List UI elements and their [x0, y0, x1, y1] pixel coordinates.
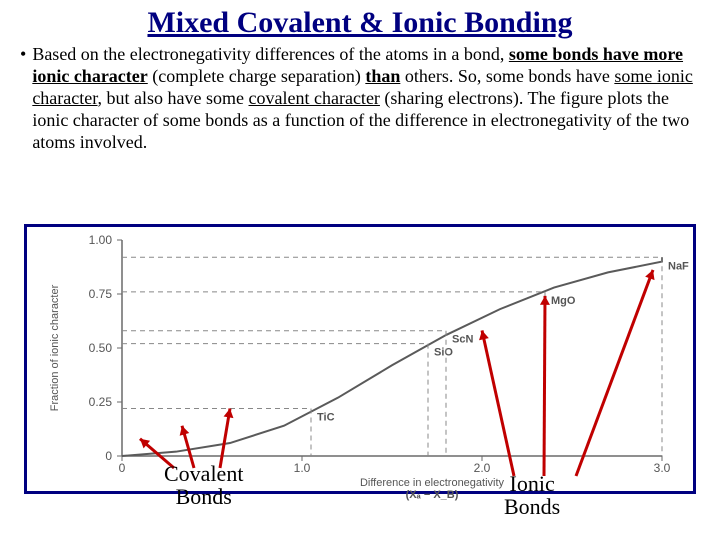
svg-text:SiO: SiO: [434, 347, 453, 359]
svg-text:Difference in electronegativit: Difference in electronegativity: [360, 477, 505, 489]
paragraph-content: Based on the electronegativity differenc…: [32, 44, 700, 154]
svg-text:0.25: 0.25: [89, 395, 113, 409]
covalent-bonds-label: Covalent Bonds: [164, 462, 243, 508]
svg-text:TiC: TiC: [317, 411, 335, 423]
covalent-line1: Covalent: [164, 461, 243, 486]
svg-text:2.0: 2.0: [474, 461, 491, 475]
bullet-dot: •: [20, 44, 26, 154]
covalent-line2: Bonds: [176, 484, 232, 509]
svg-text:Fraction of ionic character: Fraction of ionic character: [49, 284, 61, 411]
slide-title: Mixed Covalent & Ionic Bonding: [0, 0, 720, 40]
text-run: Based on the electronegativity differenc…: [32, 44, 509, 64]
svg-text:0: 0: [119, 461, 126, 475]
svg-text:ScN: ScN: [452, 334, 473, 346]
text-underline: covalent character: [249, 88, 380, 108]
svg-text:0.50: 0.50: [89, 341, 113, 355]
ionic-bonds-label: Ionic Bonds: [504, 472, 560, 518]
text-run: others. So, some bonds have: [400, 66, 614, 86]
text-run: (complete charge separation): [148, 66, 366, 86]
svg-text:1.00: 1.00: [89, 233, 113, 247]
text-underline-bold: than: [365, 66, 400, 86]
svg-text:1.0: 1.0: [294, 461, 311, 475]
svg-text:3.0: 3.0: [654, 461, 671, 475]
body-paragraph: • Based on the electronegativity differe…: [0, 40, 720, 154]
ionic-character-chart: 0 0.25 0.50 0.75 1.00 0 1.0 2.0 3.0 Difference in…: [24, 224, 696, 536]
text-run: , but also have some: [98, 88, 249, 108]
svg-text:(Xₐ − X_B): (Xₐ − X_B): [406, 489, 459, 501]
chart-container: 0 0.25 0.50 0.75 1.00 0 1.0 2.0 3.0 Difference in…: [24, 224, 696, 536]
svg-text:0.75: 0.75: [89, 287, 113, 301]
ionic-line2: Bonds: [504, 494, 560, 519]
svg-text:0: 0: [105, 449, 112, 463]
svg-text:NaF: NaF: [668, 260, 689, 272]
svg-text:MgO: MgO: [551, 295, 576, 307]
ionic-line1: Ionic: [510, 471, 555, 496]
